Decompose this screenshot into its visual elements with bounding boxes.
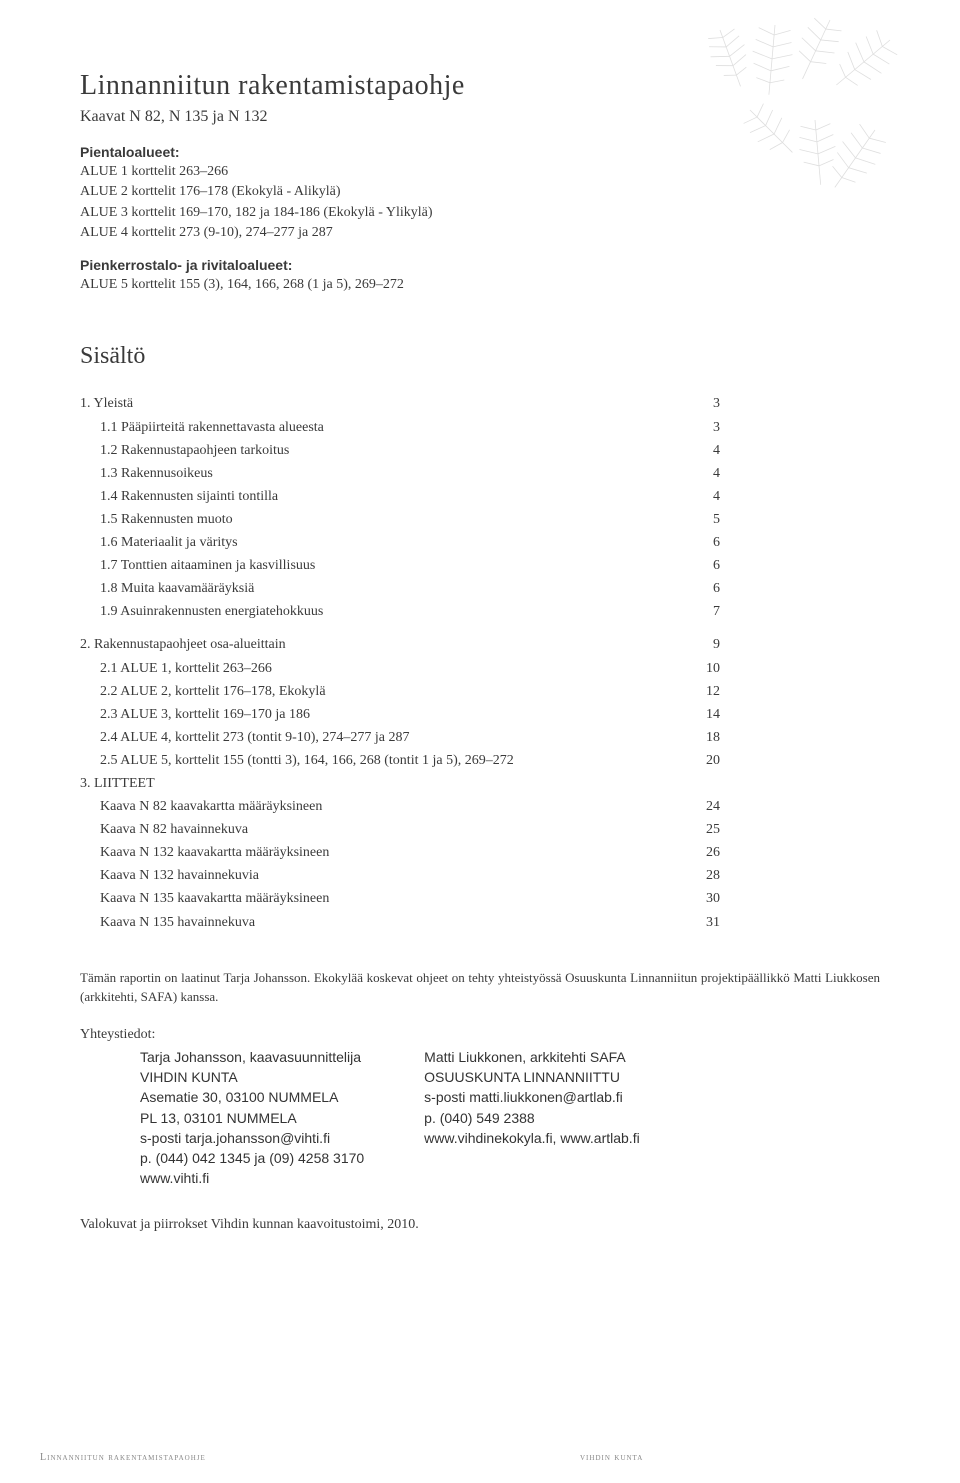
toc-page: 6 [713, 577, 720, 600]
toc-title: 1.4 Rakennusten sijainti tontilla [100, 485, 278, 508]
toc-page: 4 [713, 485, 720, 508]
toc-row: 1.7 Tonttien aitaaminen ja kasvillisuus 6 [80, 554, 720, 577]
areas2-label: Pienkerrostalo- ja rivitaloalueet: [80, 257, 880, 273]
contact-right-email: s-posti matti.liukkonen@artlab.fi [424, 1087, 640, 1107]
toc-row: Kaava N 82 kaavakartta määräyksineen 24 [80, 795, 720, 818]
areas2-list: ALUE 5 korttelit 155 (3), 164, 166, 268 … [80, 275, 880, 295]
contact-left: Tarja Johansson, kaavasuunnittelija VIHD… [140, 1047, 364, 1189]
toc-row: 1.9 Asuinrakennusten energiatehokkuus 7 [80, 600, 720, 623]
toc-row: 2.5 ALUE 5, korttelit 155 (tontti 3), 16… [80, 749, 720, 772]
toc-row: 3. LIITTEET [80, 772, 720, 795]
toc-row: 1.1 Pääpiirteitä rakennettavasta alueest… [80, 416, 720, 439]
toc-row: 2.2 ALUE 2, korttelit 176–178, Ekokylä 12 [80, 680, 720, 703]
toc-page: 25 [706, 818, 720, 841]
toc-page: 3 [713, 416, 720, 439]
toc-page: 18 [706, 726, 720, 749]
toc-row: Kaava N 135 havainnekuva 31 [80, 911, 720, 934]
toc-row: Kaava N 132 havainnekuvia 28 [80, 864, 720, 887]
toc-title: 1.2 Rakennustapaohjeen tarkoitus [100, 439, 289, 462]
toc-row: 2.1 ALUE 1, korttelit 263–266 10 [80, 657, 720, 680]
toc-page: 30 [706, 887, 720, 910]
toc-page: 4 [713, 462, 720, 485]
toc-title: Kaava N 82 havainnekuva [100, 818, 248, 841]
footer-right: vihdin kunta [580, 1452, 880, 1463]
toc-page: 6 [713, 531, 720, 554]
toc-title: 1. Yleistä [80, 392, 133, 415]
fern-decoration-icon [680, 0, 940, 230]
area-line: ALUE 5 korttelit 155 (3), 164, 166, 268 … [80, 275, 880, 295]
contact-right-name: Matti Liukkonen, arkkitehti SAFA [424, 1047, 640, 1067]
toc-page: 20 [706, 749, 720, 772]
toc-title: Kaava N 135 havainnekuva [100, 911, 255, 934]
toc-row: Kaava N 135 kaavakartta määräyksineen 30 [80, 887, 720, 910]
toc-row: 2.4 ALUE 4, korttelit 273 (tontit 9-10),… [80, 726, 720, 749]
toc-row: 2. Rakennustapaohjeet osa-alueittain 9 [80, 633, 720, 656]
contact-right: Matti Liukkonen, arkkitehti SAFA OSUUSKU… [424, 1047, 640, 1189]
toc-page: 28 [706, 864, 720, 887]
toc-title: 2.5 ALUE 5, korttelit 155 (tontti 3), 16… [100, 749, 514, 772]
toc-row: Kaava N 132 kaavakartta määräyksineen 26 [80, 841, 720, 864]
page-footer: Linnanniitun rakentamistapaohje vihdin k… [40, 1452, 880, 1463]
toc-page: 24 [706, 795, 720, 818]
contact-right-org: OSUUSKUNTA LINNANNIITTU [424, 1067, 640, 1087]
contact-right-web: www.vihdinekokyla.fi, www.artlab.fi [424, 1128, 640, 1148]
toc-page: 4 [713, 439, 720, 462]
photo-credit: Valokuvat ja piirrokset Vihdin kunnan ka… [80, 1217, 880, 1233]
toc-row: 1.4 Rakennusten sijainti tontilla 4 [80, 485, 720, 508]
toc-page: 6 [713, 554, 720, 577]
toc-row: 1.3 Rakennusoikeus 4 [80, 462, 720, 485]
toc-title: 3. LIITTEET [80, 772, 155, 795]
toc-page: 12 [706, 680, 720, 703]
toc-title: Kaava N 132 havainnekuvia [100, 864, 259, 887]
contact-left-email: s-posti tarja.johansson@vihti.fi [140, 1128, 364, 1148]
contact-left-org: VIHDIN KUNTA [140, 1067, 364, 1087]
contacts-label: Yhteystiedot: [80, 1027, 880, 1043]
toc-title: 2.2 ALUE 2, korttelit 176–178, Ekokylä [100, 680, 326, 703]
toc-title: 1.5 Rakennusten muoto [100, 508, 233, 531]
toc-title: Kaava N 82 kaavakartta määräyksineen [100, 795, 322, 818]
toc-page: 14 [706, 703, 720, 726]
toc-page: 3 [713, 392, 720, 415]
contact-right-phone: p. (040) 549 2388 [424, 1108, 640, 1128]
author-credits: Tämän raportin on laatinut Tarja Johanss… [80, 968, 880, 1007]
toc-title: 2.3 ALUE 3, korttelit 169–170 ja 186 [100, 703, 310, 726]
toc-title: 2.4 ALUE 4, korttelit 273 (tontit 9-10),… [100, 726, 410, 749]
toc-title: 1.9 Asuinrakennusten energiatehokkuus [100, 600, 323, 623]
toc-row: 1.8 Muita kaavamääräyksiä 6 [80, 577, 720, 600]
toc-row: 1.2 Rakennustapaohjeen tarkoitus 4 [80, 439, 720, 462]
contact-left-addr2: PL 13, 03101 NUMMELA [140, 1108, 364, 1128]
toc-title: Kaava N 132 kaavakartta määräyksineen [100, 841, 329, 864]
toc-title: 1.7 Tonttien aitaaminen ja kasvillisuus [100, 554, 315, 577]
toc-row: 1.5 Rakennusten muoto 5 [80, 508, 720, 531]
toc-title: 2.1 ALUE 1, korttelit 263–266 [100, 657, 272, 680]
toc-page: 9 [713, 633, 720, 656]
toc-page: 26 [706, 841, 720, 864]
contacts-block: Tarja Johansson, kaavasuunnittelija VIHD… [80, 1047, 880, 1189]
toc-row: Kaava N 82 havainnekuva 25 [80, 818, 720, 841]
toc-page: 5 [713, 508, 720, 531]
contact-left-phone: p. (044) 042 1345 ja (09) 4258 3170 [140, 1148, 364, 1168]
toc-page: 10 [706, 657, 720, 680]
toc-page: 31 [706, 911, 720, 934]
toc-title: Kaava N 135 kaavakartta määräyksineen [100, 887, 329, 910]
contact-left-name: Tarja Johansson, kaavasuunnittelija [140, 1047, 364, 1067]
contact-left-addr1: Asematie 30, 03100 NUMMELA [140, 1087, 364, 1107]
toc-title: 1.3 Rakennusoikeus [100, 462, 213, 485]
toc-row: 1.6 Materiaalit ja väritys 6 [80, 531, 720, 554]
contact-left-web: www.vihti.fi [140, 1168, 364, 1188]
footer-left: Linnanniitun rakentamistapaohje [40, 1452, 580, 1463]
toc-title: 1.6 Materiaalit ja väritys [100, 531, 238, 554]
toc-title: 2. Rakennustapaohjeet osa-alueittain [80, 633, 286, 656]
toc-row: 1. Yleistä 3 [80, 392, 720, 415]
toc-title: 1.8 Muita kaavamääräyksiä [100, 577, 254, 600]
toc-row: 2.3 ALUE 3, korttelit 169–170 ja 186 14 [80, 703, 720, 726]
toc-title: 1.1 Pääpiirteitä rakennettavasta alueest… [100, 416, 324, 439]
toc-heading: Sisältö [80, 343, 880, 370]
toc-page: 7 [713, 600, 720, 623]
table-of-contents: 1. Yleistä 3 1.1 Pääpiirteitä rakennettava… [80, 392, 720, 933]
